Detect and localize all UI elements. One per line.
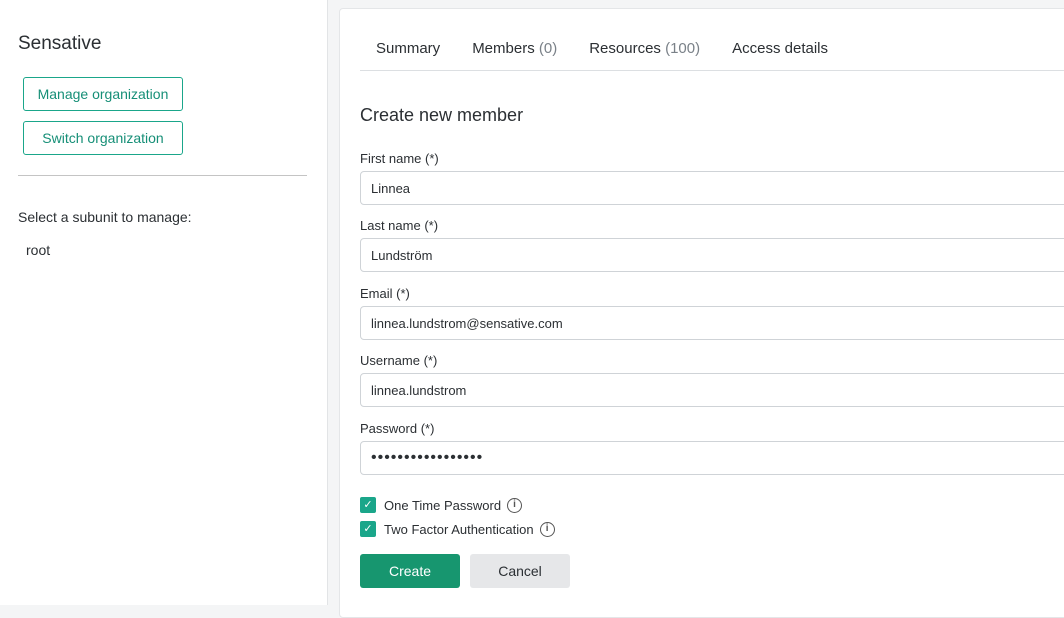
info-icon[interactable]: i xyxy=(507,497,523,513)
tab-summary[interactable]: Summary xyxy=(360,31,456,70)
subunit-label: Select a subunit to manage: xyxy=(18,209,192,225)
tab-members[interactable]: Members (0) xyxy=(456,31,573,70)
two-factor-authentication-checkbox[interactable]: ✓ Two Factor Authentication i xyxy=(360,521,555,537)
sidebar: Sensative Manage organization Switch org… xyxy=(0,0,328,605)
subunit-item-root[interactable]: root xyxy=(26,242,51,258)
email-label: Email (*) xyxy=(360,286,410,301)
checkmark-icon: ✓ xyxy=(360,521,376,537)
info-icon[interactable]: i xyxy=(539,521,555,537)
tab-resources[interactable]: Resources (100) xyxy=(573,31,716,70)
password-input[interactable] xyxy=(360,441,1064,475)
tab-access-details[interactable]: Access details xyxy=(716,31,844,70)
tab-count: (0) xyxy=(538,40,558,57)
email-input[interactable] xyxy=(360,306,1064,340)
tab-bar: Summary Members (0) Resources (100) Acce… xyxy=(360,31,1064,71)
tab-count: (100) xyxy=(665,40,701,57)
first-name-label: First name (*) xyxy=(360,151,439,166)
checkbox-label: One Time Password xyxy=(384,497,502,513)
tab-label: Resources xyxy=(589,40,661,57)
tab-label: Access details xyxy=(732,40,828,57)
manage-organization-button[interactable]: Manage organization xyxy=(23,77,183,111)
first-name-input[interactable] xyxy=(360,171,1064,205)
divider xyxy=(18,175,307,176)
checkbox-label: Two Factor Authentication xyxy=(384,521,534,537)
password-label: Password (*) xyxy=(360,421,435,436)
checkmark-icon: ✓ xyxy=(360,497,376,513)
username-input[interactable] xyxy=(360,373,1064,407)
tab-label: Members xyxy=(472,40,535,57)
form-title: Create new member xyxy=(360,105,524,125)
create-button[interactable]: Create xyxy=(360,554,460,588)
main-card: Summary Members (0) Resources (100) Acce… xyxy=(339,8,1064,618)
one-time-password-checkbox[interactable]: ✓ One Time Password i xyxy=(360,497,523,513)
switch-organization-button[interactable]: Switch organization xyxy=(23,121,183,155)
organization-name: Sensative xyxy=(18,33,102,54)
last-name-input[interactable] xyxy=(360,238,1064,272)
cancel-button[interactable]: Cancel xyxy=(470,554,570,588)
tab-label: Summary xyxy=(376,40,441,57)
username-label: Username (*) xyxy=(360,353,438,368)
last-name-label: Last name (*) xyxy=(360,218,439,233)
